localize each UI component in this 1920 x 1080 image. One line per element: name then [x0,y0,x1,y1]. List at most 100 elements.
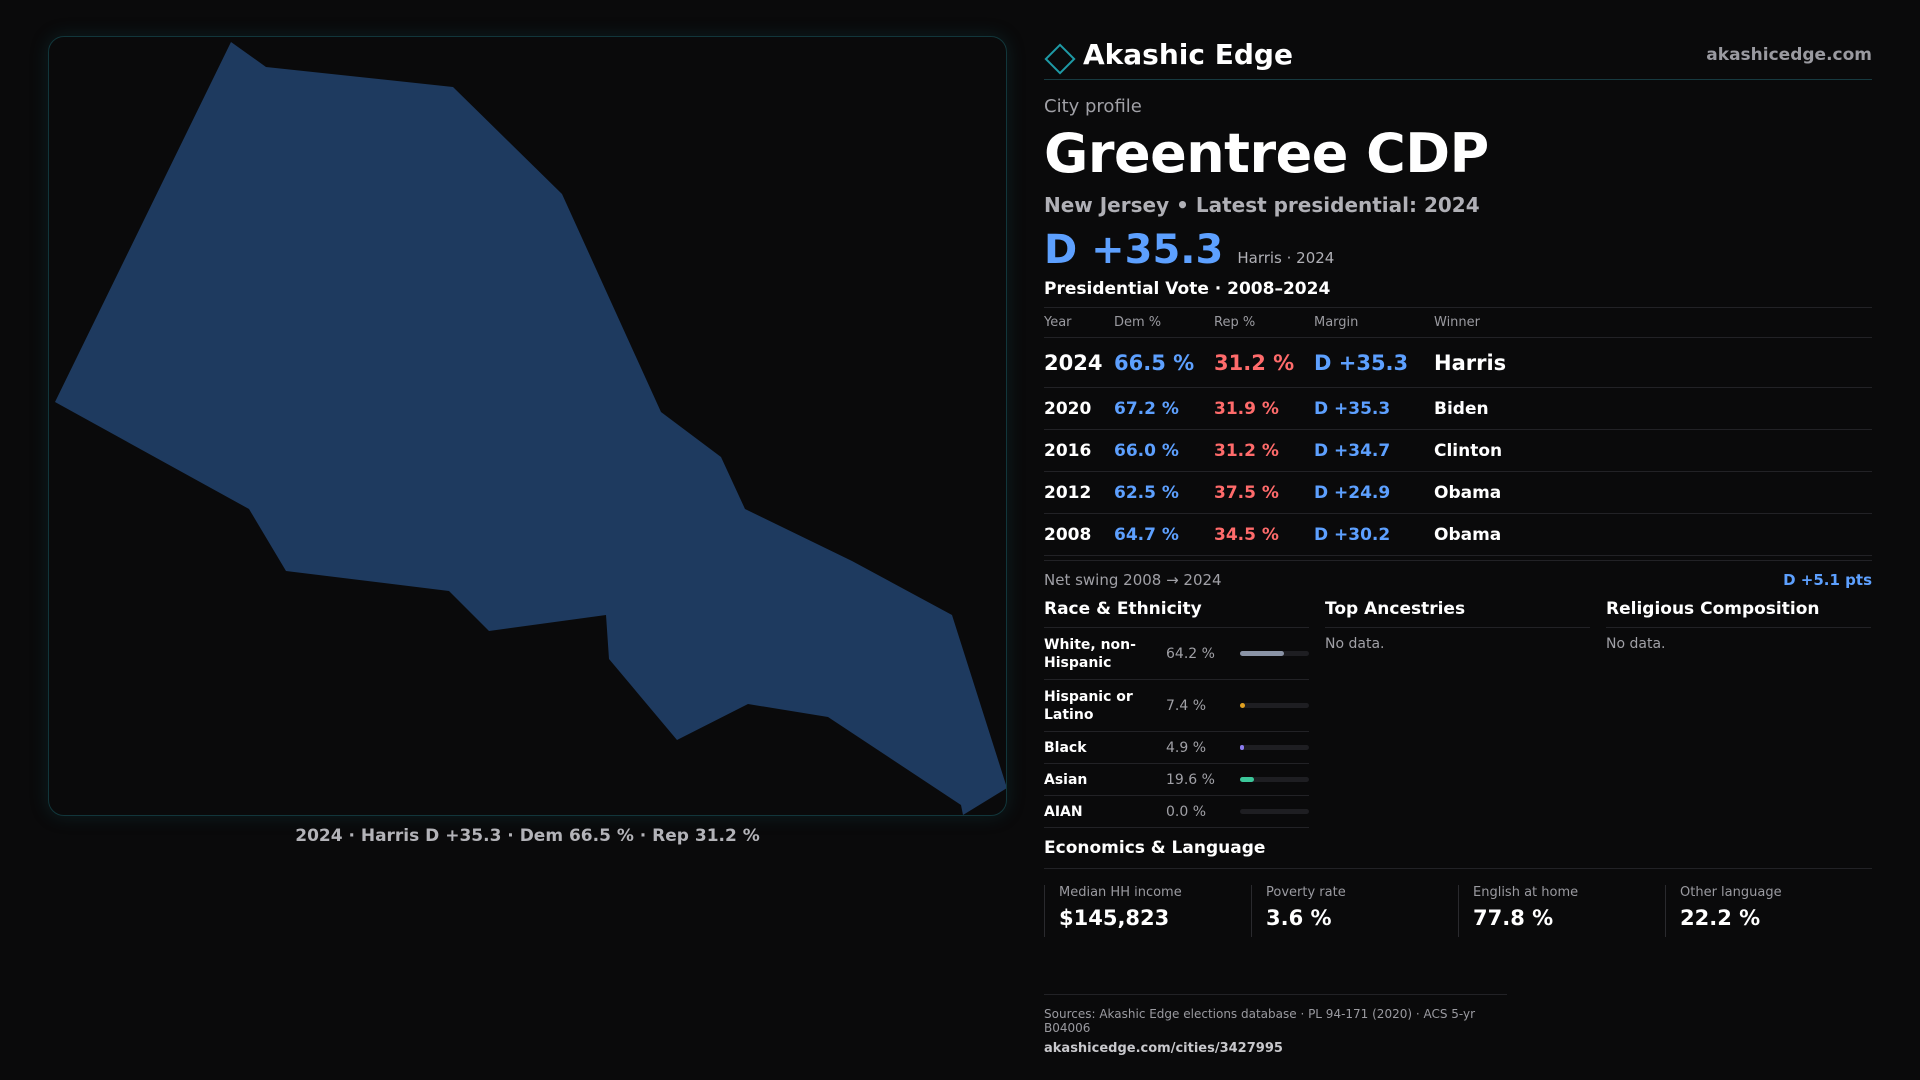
cell-dem: 64.7 % [1114,524,1179,545]
page-title: Greentree CDP [1044,122,1489,185]
cell-margin: D +30.2 [1314,524,1391,545]
race-row: White, non-Hispanic 64.2 % [1044,628,1309,680]
race-label: White, non-Hispanic [1044,636,1136,671]
table-row: 2020 67.2 % 31.9 % D +35.3 Biden [1044,388,1872,430]
race-bar-track [1240,745,1309,750]
econ-stat: Poverty rate 3.6 % [1251,885,1458,937]
vote-table-header: Year Dem % Rep % Margin Winner [1044,308,1872,338]
cell-dem: 66.0 % [1114,440,1179,461]
race-value: 4.9 % [1166,739,1207,756]
ancestries-title: Top Ancestries [1325,599,1590,628]
race-list: White, non-Hispanic 64.2 % Hispanic or L… [1044,628,1309,828]
cell-dem: 62.5 % [1114,482,1179,503]
table-row: 2008 64.7 % 34.5 % D +30.2 Obama [1044,514,1872,556]
religion-section: Religious Composition No data. [1606,599,1871,828]
col-year: Year [1044,315,1072,330]
race-row: Black 4.9 % [1044,732,1309,764]
cell-winner: Harris [1434,350,1507,375]
race-value: 0.0 % [1166,803,1207,820]
col-margin: Margin [1314,315,1359,330]
ancestries-empty: No data. [1325,636,1385,652]
race-row: Hispanic or Latino 7.4 % [1044,680,1309,732]
cell-year: 2020 [1044,398,1092,419]
col-winner: Winner [1434,315,1481,330]
swing-value: D +5.1 pts [1783,571,1872,589]
econ-value: 77.8 % [1473,906,1554,930]
table-row: 2024 66.5 % 31.2 % D +35.3 Harris [1044,338,1872,388]
religion-empty: No data. [1606,636,1666,652]
race-title: Race & Ethnicity [1044,599,1309,628]
race-bar-fill [1240,703,1246,708]
cell-winner: Clinton [1434,440,1503,461]
table-row: 2012 62.5 % 37.5 % D +24.9 Obama [1044,472,1872,514]
cell-margin: D +34.7 [1314,440,1391,461]
cell-year: 2008 [1044,524,1092,545]
page-subtitle: New Jersey • Latest presidential: 2024 [1044,193,1480,217]
map-caption: 2024 · Harris D +35.3 · Dem 66.5 % · Rep… [295,826,760,846]
ancestries-section: Top Ancestries No data. [1325,599,1590,828]
race-label: Asian [1044,771,1088,788]
econ-value: $145,823 [1059,906,1170,930]
map-svg [55,42,1007,815]
map-frame[interactable] [48,36,1007,816]
net-swing: Net swing 2008 → 2024 D +5.1 pts [1044,560,1872,589]
swing-label: Net swing 2008 → 2024 [1044,571,1222,589]
city-boundary-shape[interactable] [55,42,1007,815]
demographics-columns: Race & Ethnicity White, non-Hispanic 64.… [1044,599,1872,828]
race-bar-track [1240,651,1309,656]
cell-rep: 34.5 % [1214,524,1279,545]
cell-winner: Obama [1434,524,1502,545]
economics-title: Economics & Language [1044,838,1872,869]
col-dem: Dem % [1114,315,1162,330]
race-label: AIAN [1044,803,1083,820]
race-value: 7.4 % [1166,697,1207,714]
race-bar-fill [1240,651,1285,656]
econ-value: 22.2 % [1680,906,1761,930]
cell-winner: Biden [1434,398,1489,419]
race-bar-track [1240,809,1309,814]
cell-rep: 31.2 % [1214,350,1295,375]
econ-stat: Median HH income $145,823 [1044,885,1251,937]
race-bar-track [1240,777,1309,782]
sources-footer: Sources: Akashic Edge elections database… [1044,994,1507,1056]
col-rep: Rep % [1214,315,1256,330]
econ-value: 3.6 % [1266,906,1332,930]
cell-year: 2024 [1044,350,1103,375]
brand-name: Akashic Edge [1083,38,1293,71]
margin-note: Harris · 2024 [1237,249,1335,267]
econ-label: Other language [1680,885,1782,900]
race-label: Hispanic or Latino [1044,688,1133,723]
race-section: Race & Ethnicity White, non-Hispanic 64.… [1044,599,1309,828]
sources-url[interactable]: akashicedge.com/cities/3427995 [1044,1041,1283,1056]
race-bar-fill [1240,745,1245,750]
cell-dem: 67.2 % [1114,398,1179,419]
religion-title: Religious Composition [1606,599,1871,628]
cell-margin: D +35.3 [1314,398,1391,419]
econ-stat: Other language 22.2 % [1665,885,1872,937]
cell-margin: D +35.3 [1314,350,1409,375]
economics-grid: Median HH income $145,823 Poverty rate 3… [1044,885,1872,937]
cell-rep: 31.9 % [1214,398,1279,419]
race-bar-fill [1240,777,1254,782]
diamond-icon [1044,42,1076,75]
cell-rep: 37.5 % [1214,482,1279,503]
profile-panel: Akashic Edge akashicedge.com City profil… [1044,30,1872,937]
econ-label: English at home [1473,885,1579,900]
margin-value: D +35.3 [1044,227,1224,273]
race-bar-track [1240,703,1309,708]
econ-label: Median HH income [1059,885,1182,900]
race-row: Asian 19.6 % [1044,764,1309,796]
race-label: Black [1044,739,1087,756]
brand[interactable]: Akashic Edge [1044,38,1293,75]
brand-header: Akashic Edge akashicedge.com [1044,30,1872,80]
page-eyebrow: City profile [1044,96,1142,117]
cell-year: 2012 [1044,482,1092,503]
cell-margin: D +24.9 [1314,482,1391,503]
table-row: 2016 66.0 % 31.2 % D +34.7 Clinton [1044,430,1872,472]
econ-stat: English at home 77.8 % [1458,885,1665,937]
cell-rep: 31.2 % [1214,440,1279,461]
race-row: AIAN 0.0 % [1044,796,1309,828]
cell-dem: 66.5 % [1114,350,1195,375]
site-link[interactable]: akashicedge.com [1706,44,1872,65]
econ-label: Poverty rate [1266,885,1346,900]
